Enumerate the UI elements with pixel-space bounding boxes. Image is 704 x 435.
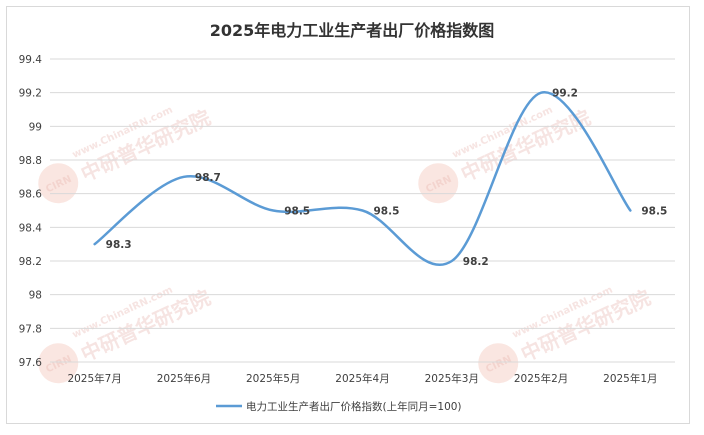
legend[interactable]: 电力工业生产者出厂价格指数(上年同月=100) xyxy=(216,400,462,413)
watermark-logo-icon xyxy=(478,343,519,384)
chart-title: 2025年电力工业生产者出厂价格指数图 xyxy=(210,21,495,40)
x-tick-label: 2025年3月 xyxy=(425,372,479,385)
x-tick-label: 2025年1月 xyxy=(603,372,657,385)
data-label: 98.2 xyxy=(463,256,489,268)
series-line xyxy=(93,91,632,266)
y-tick-label: 99.2 xyxy=(19,88,42,100)
x-tick-label: 2025年7月 xyxy=(67,372,121,385)
y-tick-label: 99 xyxy=(29,121,42,133)
y-tick-label: 98.8 xyxy=(19,155,42,167)
y-tick-label: 98.2 xyxy=(19,256,42,268)
data-label: 99.2 xyxy=(552,88,578,100)
legend-label: 电力工业生产者出厂价格指数(上年同月=100) xyxy=(246,400,462,413)
y-tick-label: 98 xyxy=(29,290,42,302)
y-tick-label: 97.8 xyxy=(19,323,42,335)
data-label: 98.3 xyxy=(106,239,132,251)
y-axis-ticks: 97.6 97.8 98 98.2 98.4 98.6 98.8 99 99.2 99.4 xyxy=(19,54,43,369)
y-tick-label: 98.6 xyxy=(19,189,43,201)
y-tick-label: 98.4 xyxy=(19,222,43,234)
data-label: 98.7 xyxy=(195,172,221,184)
x-tick-label: 2025年4月 xyxy=(335,372,389,385)
y-tick-label: 99.4 xyxy=(19,54,43,66)
data-labels: 98.3 98.7 98.5 98.5 98.2 99.2 98.5 xyxy=(106,88,668,268)
y-tick-label: 97.6 xyxy=(19,357,43,369)
data-label: 98.5 xyxy=(641,206,667,218)
x-tick-label: 2025年6月 xyxy=(157,372,211,385)
series-layer xyxy=(93,91,632,266)
data-label: 98.5 xyxy=(284,206,310,218)
gridlines xyxy=(50,58,675,363)
chart-frame xyxy=(6,6,690,424)
watermark-logo-icon xyxy=(38,343,79,384)
data-label: 98.5 xyxy=(374,206,400,218)
x-tick-label: 2025年2月 xyxy=(514,372,568,385)
x-tick-label: 2025年5月 xyxy=(246,372,300,385)
x-axis-ticks: 2025年7月 2025年6月 2025年5月 2025年4月 2025年3月 2025年… xyxy=(67,372,657,385)
